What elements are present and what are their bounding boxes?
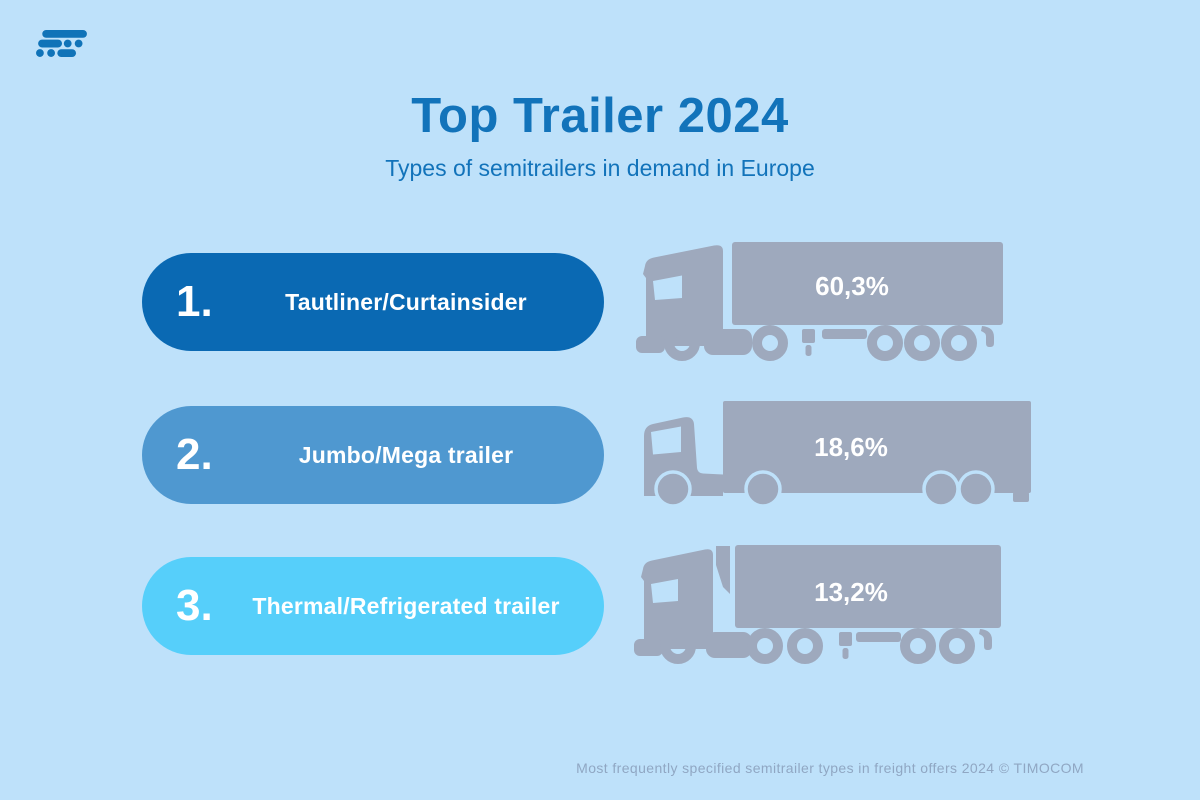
page-title: Top Trailer 2024	[411, 89, 789, 143]
rank-pill-3: 3. Thermal/Refrigerated trailer	[142, 557, 604, 655]
jumbo-mega-truck-icon	[638, 400, 1032, 515]
rank-number-3: 3.	[176, 581, 213, 630]
value-label-1: 60,3%	[815, 271, 889, 301]
curtainsider-truck-icon	[632, 240, 1004, 372]
rank-label-2: Jumbo/Mega trailer	[298, 441, 514, 468]
rank-label-1: Tautliner/Curtainsider	[285, 288, 527, 315]
footer-credit: Most frequently specified semitrailer ty…	[576, 760, 1084, 776]
value-label-3: 13,2%	[814, 577, 888, 607]
timocom-logo-icon	[36, 30, 88, 62]
refrigerated-truck-icon	[630, 543, 1002, 675]
rank-label-3: Thermal/Refrigerated trailer	[252, 592, 560, 619]
rank-number-2: 2.	[176, 430, 213, 479]
rank-pill-1: 1. Tautliner/Curtainsider	[142, 253, 604, 351]
page-subtitle: Types of semitrailers in demand in Europ…	[385, 155, 815, 181]
value-label-2: 18,6%	[814, 432, 888, 462]
rank-number-1: 1.	[176, 277, 213, 326]
rank-pill-2: 2. Jumbo/Mega trailer	[142, 406, 604, 504]
